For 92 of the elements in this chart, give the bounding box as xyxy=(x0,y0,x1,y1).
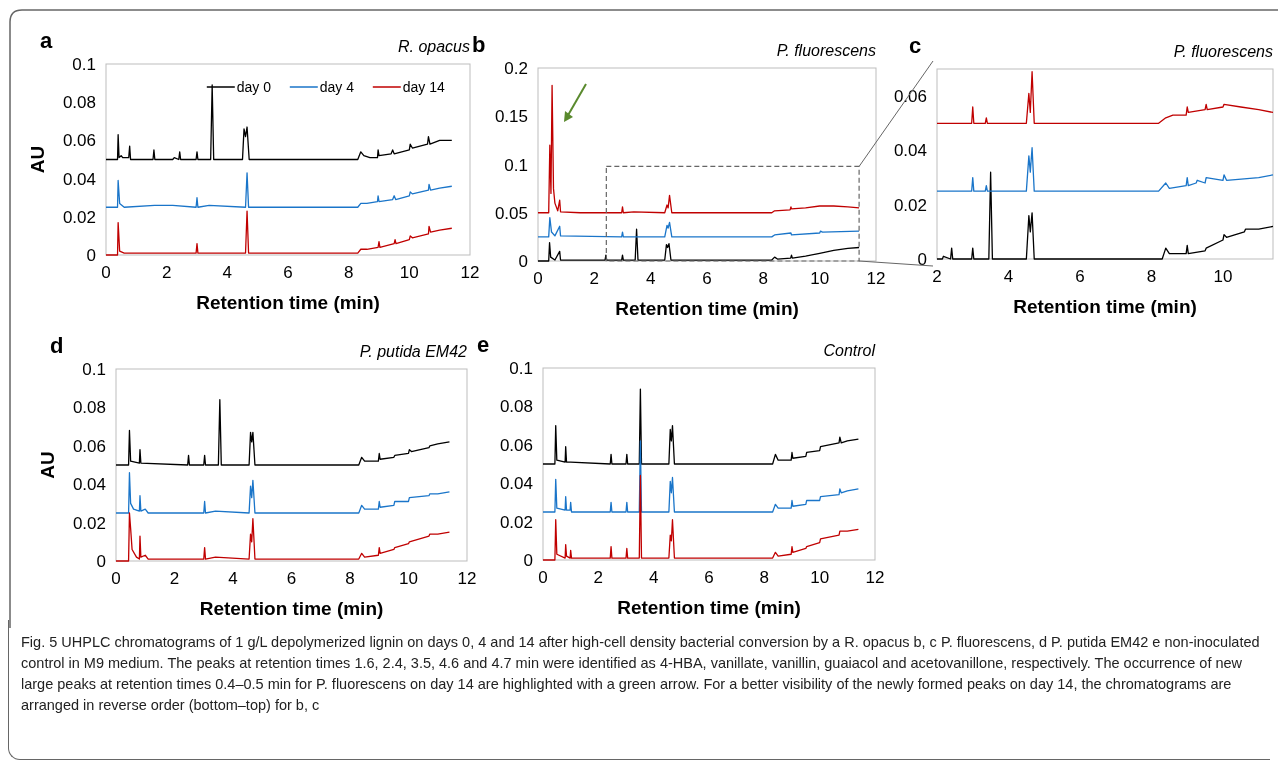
y-tick-label: 0.08 xyxy=(62,93,96,113)
line-series xyxy=(537,84,860,214)
chart-title: a xyxy=(40,28,53,53)
x-tick-label: 6 xyxy=(286,569,297,588)
y-tick-label: 0.04 xyxy=(893,141,927,161)
chart-subtitle: P. fluorescens xyxy=(1173,43,1273,60)
y-tick-label: 0.06 xyxy=(62,131,96,151)
x-tick-label: 8 xyxy=(1146,267,1157,286)
x-tick-label: 2 xyxy=(161,263,172,282)
x-axis-title: Retention time (min) xyxy=(615,298,799,319)
x-tick-label: 8 xyxy=(759,568,770,587)
caption: Fig. 5 UHPLC chromatograms of 1 g/L depolymerized lignin on days 0, 4 and 14 after high-cell density bacterial conversion by a R. opacus b, c P. fluorescens, d P. putida EM42 e non-inoculated control in M9 medium. The peaks at retention times 1.6, 2.4, 3.5, 4.6 and 4.7 min were identified as 4-HBA, vanillate, vanillin, guaiacol and acetovanillone, respectively. The occurrence of new large peaks at retention times 0.4–0.5 min for P. fluorescens on day 14 are highlighted with a green arrow. For a better visibility of the newly formed peaks on day 14, the chromatograms are arranged in reverse order (bottom–top) for b, c xyxy=(21,633,1261,715)
x-axis-title: Retention time (min) xyxy=(199,598,384,619)
x-tick-label: 6 xyxy=(283,263,293,282)
y-tick-label: 0.04 xyxy=(62,169,96,189)
x-tick-label: 2 xyxy=(932,267,942,286)
y-tick-label: 0.1 xyxy=(82,360,106,379)
chart-title: e xyxy=(477,332,490,357)
legend-label: day 14 xyxy=(402,79,446,95)
y-tick-label: 0 xyxy=(917,250,927,269)
x-tick-label: 2 xyxy=(589,269,600,288)
x-tick-label: 10 xyxy=(810,269,830,288)
line-series xyxy=(936,147,1274,192)
y-tick-label: 0.08 xyxy=(72,398,106,418)
x-tick-label: 10 xyxy=(399,569,418,588)
y-tick-label: 0.06 xyxy=(499,435,533,455)
line-series xyxy=(542,388,860,465)
x-tick-label: 10 xyxy=(810,568,830,587)
line-series xyxy=(115,399,451,466)
y-tick-label: 0.1 xyxy=(72,55,96,74)
x-tick-label: 4 xyxy=(1003,267,1014,286)
y-tick-label: 0.04 xyxy=(499,474,533,494)
chart-subtitle: P. fluorescens xyxy=(776,42,876,59)
y-tick-label: 0.05 xyxy=(494,203,528,223)
y-tick-label: 0 xyxy=(96,552,106,571)
y-tick-label: 0.02 xyxy=(499,512,533,532)
y-tick-label: 0.06 xyxy=(72,436,106,456)
x-tick-label: 10 xyxy=(399,263,419,282)
line-series xyxy=(936,171,1274,260)
x-tick-label: 6 xyxy=(702,269,712,288)
x-tick-label: 0 xyxy=(538,568,548,587)
x-tick-label: 8 xyxy=(345,569,355,588)
x-tick-label: 4 xyxy=(648,568,659,587)
chart-subtitle: R. opacus xyxy=(397,38,470,55)
x-tick-label: 6 xyxy=(1075,267,1085,286)
y-tick-label: 0.02 xyxy=(72,513,106,533)
y-tick-label: 0.1 xyxy=(504,155,528,175)
line-series xyxy=(105,172,453,208)
line-series xyxy=(115,472,451,514)
line-series xyxy=(542,474,860,561)
y-tick-label: 0.06 xyxy=(893,87,927,107)
x-tick-label: 0 xyxy=(111,569,121,588)
x-tick-label: 12 xyxy=(460,263,480,282)
x-tick-label: 12 xyxy=(457,569,477,588)
legend-label: day 0 xyxy=(236,79,272,95)
legend-label: day 4 xyxy=(319,79,355,95)
y-tick-label: 0.1 xyxy=(509,359,533,378)
x-tick-label: 8 xyxy=(758,269,769,288)
x-axis-title: Retention time (min) xyxy=(1013,296,1197,317)
line-series xyxy=(537,228,860,262)
y-axis-title: AU xyxy=(37,451,58,479)
y-tick-label: 0 xyxy=(523,551,533,570)
y-tick-label: 0.15 xyxy=(494,107,528,127)
x-tick-label: 12 xyxy=(865,568,885,587)
y-axis-title: AU xyxy=(27,145,48,174)
x-tick-label: 6 xyxy=(704,568,714,587)
line-series xyxy=(105,210,453,256)
x-tick-label: 4 xyxy=(222,263,233,282)
y-tick-label: 0.2 xyxy=(504,59,528,78)
x-tick-label: 4 xyxy=(228,569,238,588)
line-series xyxy=(936,71,1274,124)
line-series xyxy=(115,512,451,562)
chart-subtitle: P. putida EM42 xyxy=(359,343,468,360)
y-tick-label: 0.08 xyxy=(499,397,533,417)
x-tick-label: 12 xyxy=(866,269,886,288)
x-tick-label: 4 xyxy=(645,269,656,288)
line-series xyxy=(542,440,860,513)
chart-title: b xyxy=(472,32,486,57)
chart-subtitle: Control xyxy=(823,342,876,359)
y-tick-label: 0 xyxy=(86,246,96,265)
chart-title: c xyxy=(909,33,922,58)
x-axis-title: Retention time (min) xyxy=(617,597,801,618)
chart-title: d xyxy=(50,333,64,358)
x-tick-label: 8 xyxy=(343,263,354,282)
x-tick-label: 10 xyxy=(1213,267,1233,286)
x-tick-label: 2 xyxy=(593,568,604,587)
line-series xyxy=(537,216,860,238)
x-tick-label: 2 xyxy=(169,569,180,588)
x-axis-title: Retention time (min) xyxy=(196,292,380,313)
y-tick-label: 0.02 xyxy=(62,207,96,227)
y-tick-label: 0.02 xyxy=(893,195,927,215)
y-tick-label: 0.04 xyxy=(72,475,106,495)
